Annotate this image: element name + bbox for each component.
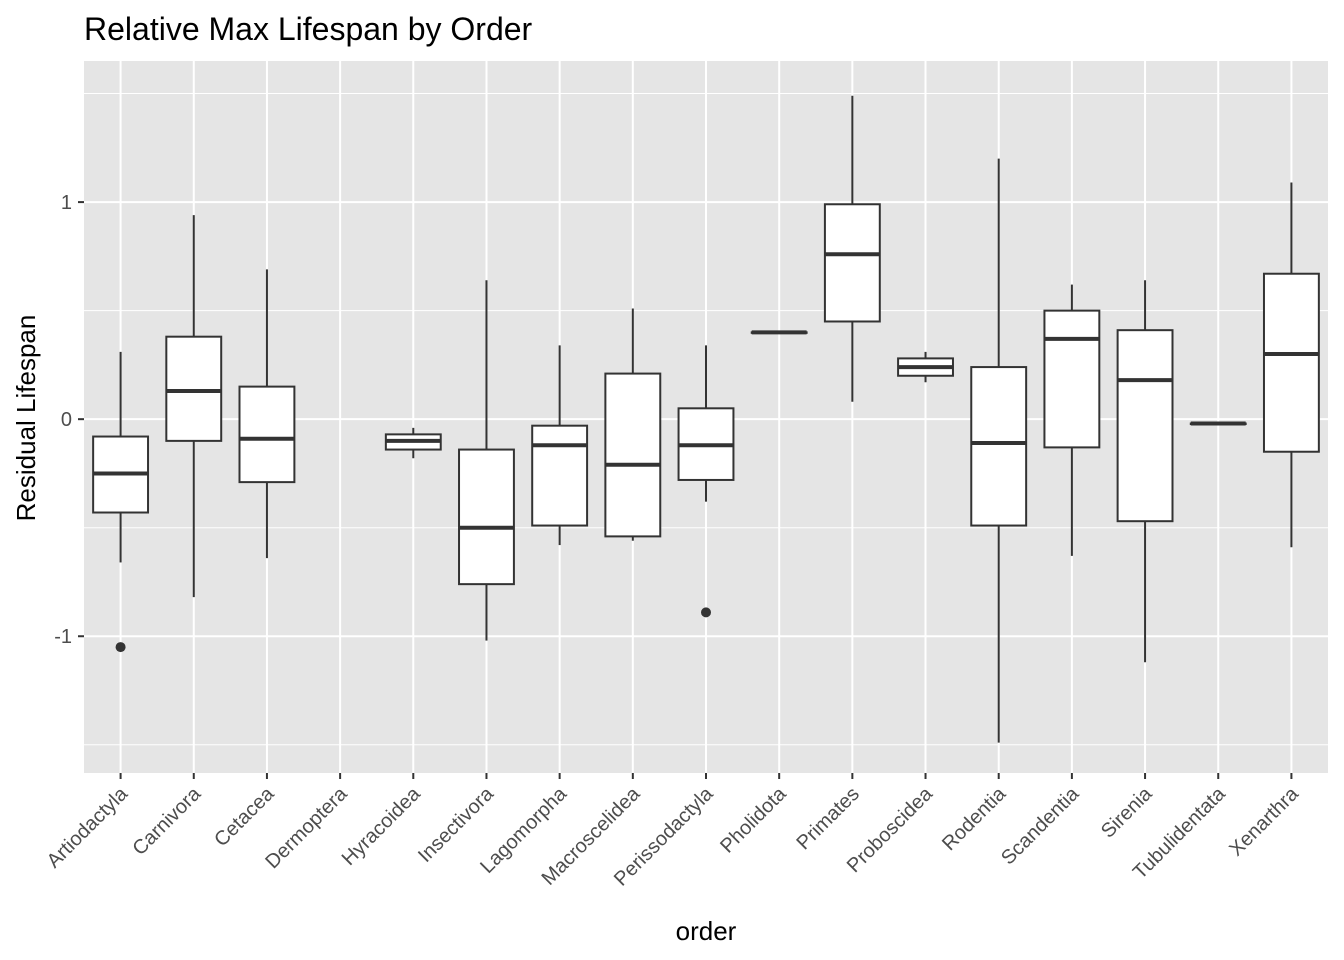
iqr-box: [1043, 309, 1101, 449]
iqr-box: [458, 448, 515, 586]
x-tick-label: Pholidota: [716, 782, 791, 857]
box-proboscidea: [897, 351, 954, 383]
iqr-box: [238, 385, 296, 484]
box-sirenia: [1116, 280, 1174, 663]
iqr-box: [531, 424, 589, 527]
x-tick-label: Primates: [793, 783, 864, 854]
box-cetacea: [238, 269, 296, 559]
x-axis-title: order: [676, 916, 737, 946]
y-tick-label: 0: [61, 409, 72, 431]
iqr-box: [1262, 272, 1320, 453]
y-tick-label: 1: [61, 192, 72, 214]
box-insectivora: [458, 280, 515, 641]
y-axis-title: Residual Lifespan: [11, 315, 41, 522]
iqr-box: [165, 335, 223, 442]
box-scandentia: [1043, 284, 1101, 556]
iqr-box: [970, 366, 1028, 527]
x-tick-label: Artiodactyla: [43, 782, 133, 872]
iqr-box: [604, 372, 662, 538]
x-tick-label: Carnivora: [128, 782, 205, 859]
iqr-box: [1116, 329, 1174, 523]
chart-title: Relative Max Lifespan by Order: [84, 11, 533, 47]
box-series: [92, 95, 1320, 743]
x-tick-label: Scandentia: [997, 782, 1084, 869]
box-hyracoidea: [384, 427, 442, 459]
x-tick-label: Hyracoidea: [338, 782, 426, 870]
box-artiodactyla: [92, 351, 150, 653]
iqr-box: [823, 203, 881, 323]
outlier-point: [701, 607, 711, 618]
outlier-point: [115, 642, 126, 653]
x-tick-label: Rodentia: [938, 782, 1011, 855]
box-lagomorpha: [531, 345, 589, 546]
box-primates: [823, 95, 881, 402]
x-tick-label: Cetacea: [210, 782, 279, 851]
box-perissodactyla: [677, 345, 735, 618]
y-axis: -1 0 1: [54, 192, 84, 648]
x-tick-label: Sirenia: [1097, 782, 1157, 842]
box-macroscelidea: [604, 308, 662, 541]
box-rodentia: [970, 158, 1028, 743]
y-tick-label: -1: [54, 626, 72, 648]
box-tubulidentata: [1189, 421, 1247, 426]
box-pholidota: [750, 330, 808, 335]
x-tick-label: Xenarthra: [1225, 782, 1303, 860]
box-carnivora: [165, 215, 223, 598]
box-xenarthra: [1262, 182, 1320, 548]
